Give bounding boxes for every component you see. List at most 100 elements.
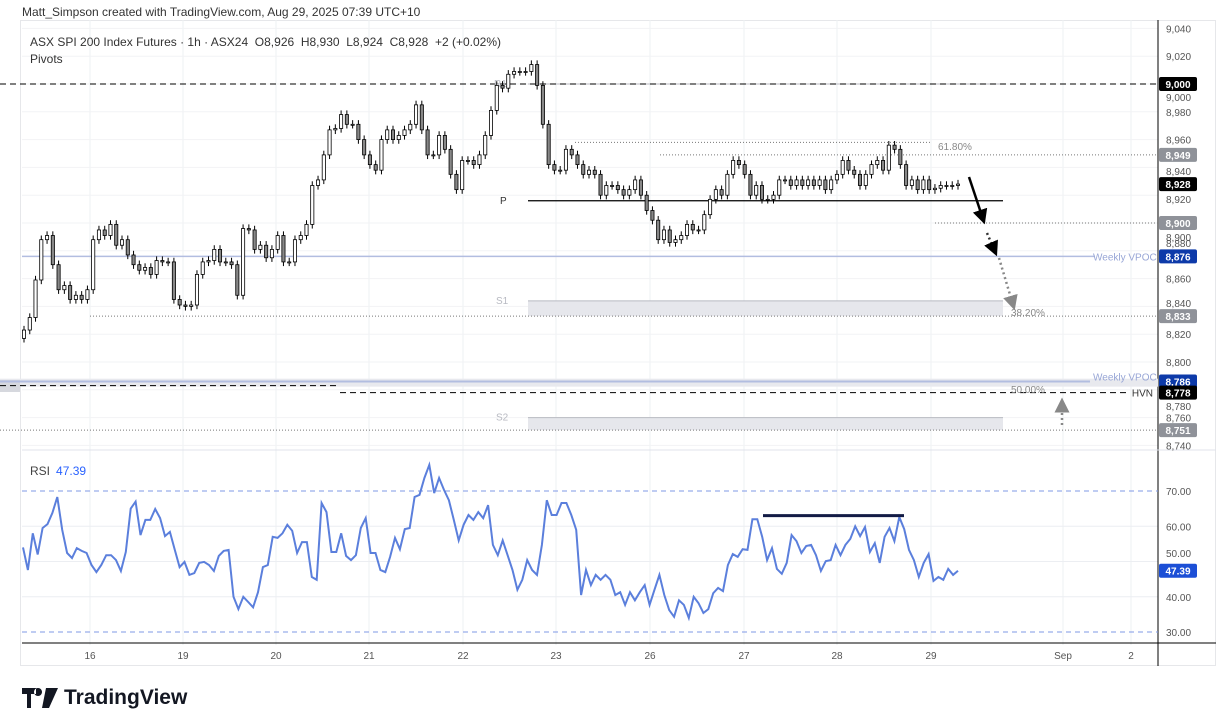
candle <box>875 160 880 166</box>
candle <box>840 160 845 175</box>
forecast-arrow-dotted <box>984 232 998 257</box>
candle <box>50 235 55 266</box>
price-tag-hvn-text: 8,778 <box>1165 389 1190 400</box>
candle <box>131 254 136 266</box>
candle <box>333 128 338 131</box>
candle <box>915 179 920 191</box>
rsi-legend[interactable]: RSI 47.39 <box>30 464 86 478</box>
tradingview-logo[interactable]: TradingView <box>22 686 187 710</box>
candle <box>944 185 949 187</box>
candle <box>27 317 32 331</box>
time-tick-label: 22 <box>457 651 469 662</box>
price-tick-label: 8,860 <box>1166 275 1191 286</box>
rsi-tick-label: 60.00 <box>1166 522 1191 533</box>
candle <box>604 185 609 196</box>
rsi-tick-label: 30.00 <box>1166 628 1191 639</box>
candle <box>73 294 78 300</box>
candle <box>627 189 632 196</box>
candle <box>373 164 378 171</box>
candle <box>356 123 361 140</box>
price-tag-8949-text: 8,949 <box>1165 151 1190 162</box>
candle <box>817 179 822 186</box>
candle <box>719 189 724 196</box>
ohlc-close: C8,928 <box>389 35 429 49</box>
price-tag-8900 <box>1159 216 1197 230</box>
price-tag-vpoc <box>1159 374 1197 389</box>
candle <box>754 185 759 196</box>
candle <box>869 164 874 175</box>
price-tick-label: 8,760 <box>1166 414 1191 425</box>
price-tag-last <box>1159 177 1197 192</box>
candle <box>592 169 597 175</box>
price-tick-label: 8,880 <box>1166 239 1191 250</box>
candle <box>160 260 165 263</box>
candle <box>777 179 782 196</box>
candle <box>765 198 770 201</box>
candle <box>713 189 718 200</box>
candle <box>690 223 695 231</box>
fib-382-label: 38.20% <box>1011 308 1045 319</box>
candle <box>598 173 603 196</box>
ohlc-open: O8,926 <box>254 35 295 49</box>
time-tick-label: 20 <box>270 651 282 662</box>
rsi-tick-label: 50.00 <box>1166 549 1191 560</box>
symbol-name[interactable]: ASX SPI 200 Index Futures · 1h · ASX24 <box>30 35 249 49</box>
candle <box>120 239 125 246</box>
rsi-value: 47.39 <box>56 464 87 478</box>
time-tick-label: 21 <box>363 651 375 662</box>
candle <box>390 129 395 140</box>
candle <box>610 185 615 187</box>
candle <box>339 114 344 129</box>
candle <box>85 289 90 300</box>
fib-618-label: 61.80% <box>938 142 972 153</box>
candle <box>235 264 240 296</box>
forecast-arrow-dotted-gray <box>997 257 1018 311</box>
price-tick-label: 8,900 <box>1166 233 1191 244</box>
candle <box>96 229 101 241</box>
weekly-vpoc-label: Weekly VPOC <box>1093 252 1157 263</box>
candle <box>852 169 857 175</box>
candle <box>171 261 176 300</box>
candle <box>281 235 286 263</box>
candle <box>679 235 684 241</box>
price-tick-label: 8,920 <box>1166 195 1191 206</box>
candle <box>362 139 367 156</box>
candle <box>909 179 914 186</box>
candle <box>396 135 401 140</box>
candle <box>448 148 453 175</box>
candle <box>460 160 465 191</box>
price-tick-label: 8,980 <box>1166 108 1191 119</box>
rsi-tag <box>1159 563 1197 578</box>
candle <box>834 173 839 181</box>
time-tick-label: 2 <box>1128 651 1134 662</box>
candle <box>477 154 482 166</box>
candle <box>829 179 834 191</box>
candle <box>246 228 251 231</box>
candle <box>546 123 551 166</box>
candle <box>125 239 130 256</box>
candle <box>264 244 269 259</box>
candle <box>535 64 540 86</box>
candle <box>500 84 505 89</box>
candle <box>56 264 61 291</box>
candle <box>927 179 932 191</box>
candle <box>304 223 309 236</box>
candle <box>650 210 655 221</box>
ohlc-change: +2 (+0.02%) <box>434 35 502 49</box>
indicator-pivots[interactable]: Pivots <box>30 52 63 66</box>
candle <box>21 329 26 339</box>
hvn-label: HVN <box>1132 389 1153 400</box>
candle <box>206 260 211 263</box>
candle <box>523 71 528 73</box>
candle <box>344 114 349 125</box>
r1-label: R1 <box>494 79 507 90</box>
candle <box>471 160 476 166</box>
candle <box>863 173 868 186</box>
candle <box>252 229 257 250</box>
candle <box>488 110 493 136</box>
logo-text: TradingView <box>64 686 188 709</box>
s2-label: S2 <box>496 413 509 424</box>
ohlc-low: L8,924 <box>346 35 383 49</box>
candle <box>114 223 119 246</box>
